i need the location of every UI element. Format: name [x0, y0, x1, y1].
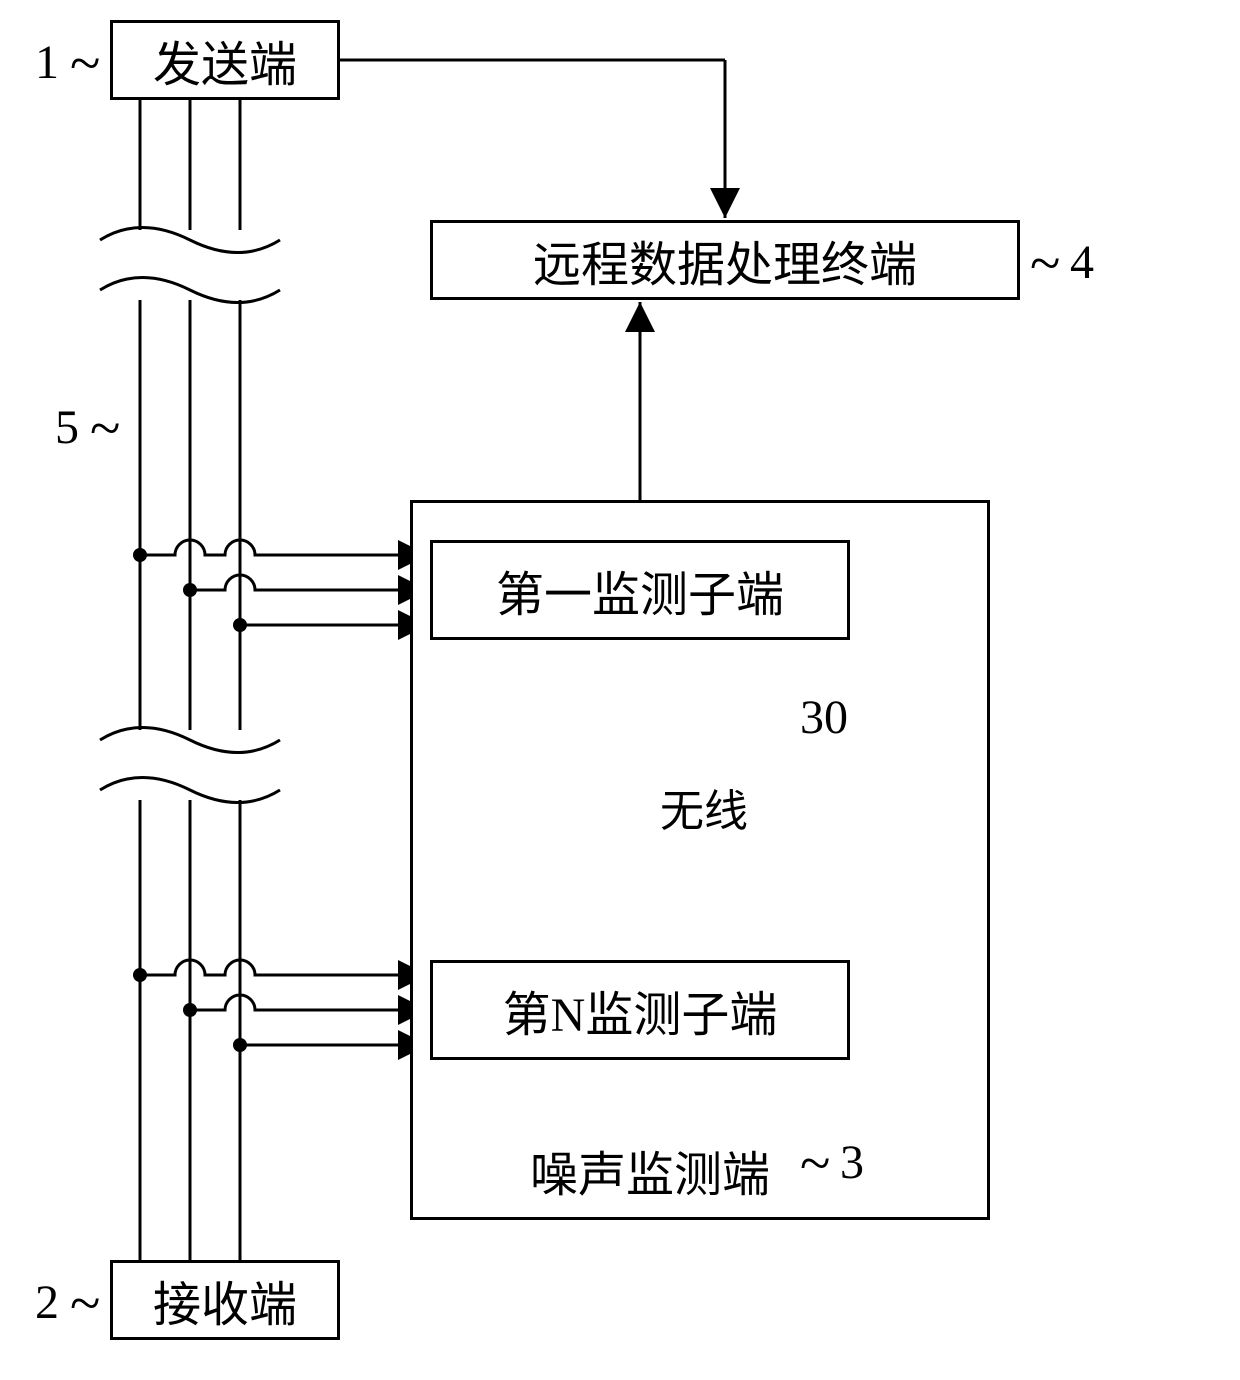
monitor-1-box: 第一监测子端: [430, 540, 850, 640]
remote-terminal-label: 远程数据处理终端: [533, 225, 917, 295]
noise-monitor-label: 噪声监测端: [530, 1135, 770, 1205]
receiver-label: 接收端: [153, 1265, 297, 1335]
sender-id: 1: [35, 35, 59, 90]
tilde-icon: ~: [90, 401, 120, 457]
receiver-id: 2: [35, 1275, 59, 1330]
tilde-icon: ~: [800, 1136, 830, 1192]
receiver-box: 接收端: [110, 1260, 340, 1340]
tilde-icon: ~: [70, 36, 100, 92]
system-diagram: 发送端 1 ~ 接收端 2 ~ 5 ~ 远程数据处理终端 ~ 4 噪声监测端 ~…: [0, 0, 1240, 1380]
cable-id: 5: [55, 400, 79, 455]
monitor-1-id: 30: [800, 690, 848, 745]
remote-terminal-id: 4: [1070, 235, 1094, 290]
monitor-n-label: 第N监测子端: [503, 975, 778, 1045]
sender-box: 发送端: [110, 20, 340, 100]
tilde-icon: ~: [70, 1276, 100, 1332]
sender-label: 发送端: [153, 25, 297, 95]
tilde-icon: ~: [1030, 236, 1060, 292]
remote-terminal-box: 远程数据处理终端: [430, 220, 1020, 300]
noise-monitor-id: 3: [840, 1135, 864, 1190]
monitor-n-box: 第N监测子端: [430, 960, 850, 1060]
wireless-label: 无线: [660, 775, 748, 839]
monitor-1-label: 第一监测子端: [496, 555, 784, 625]
